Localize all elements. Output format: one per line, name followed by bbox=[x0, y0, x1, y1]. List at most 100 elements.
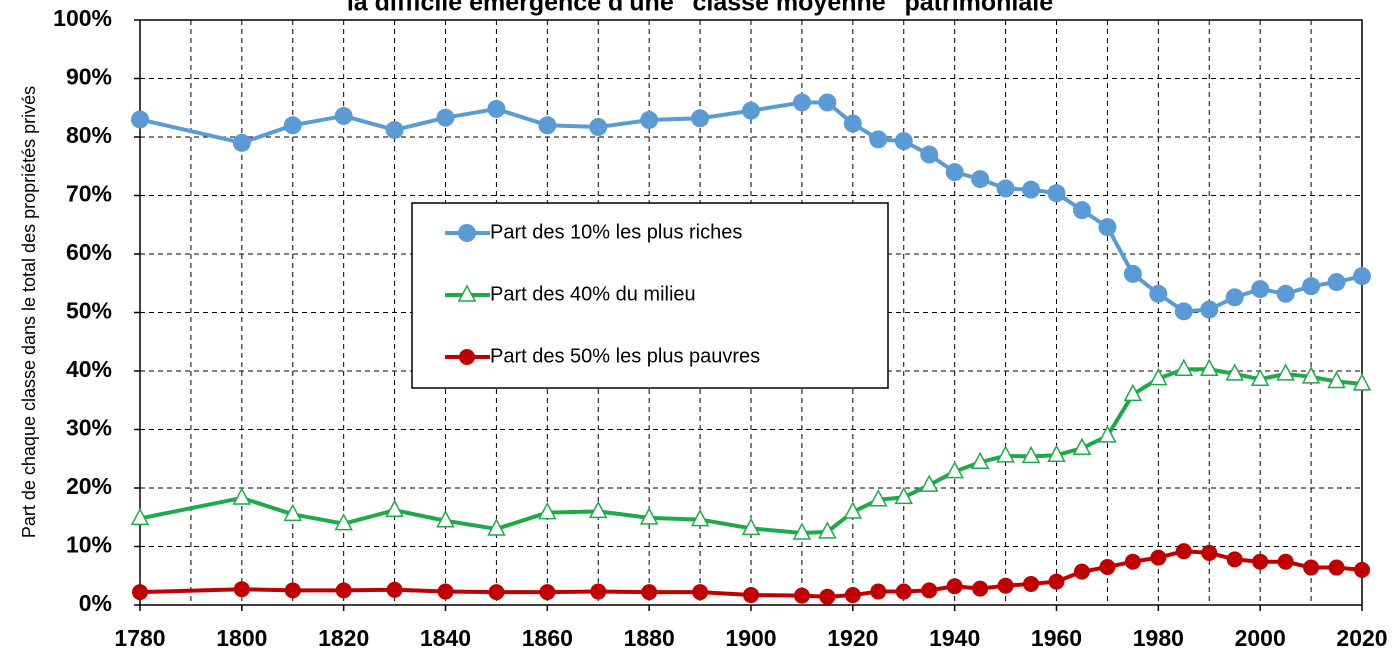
y-tick-label: 20% bbox=[66, 473, 112, 499]
marker bbox=[692, 584, 709, 601]
marker bbox=[895, 583, 912, 600]
marker bbox=[232, 133, 251, 152]
marker bbox=[385, 120, 404, 139]
marker bbox=[1225, 363, 1244, 381]
marker bbox=[335, 582, 352, 599]
marker bbox=[130, 507, 150, 526]
marker bbox=[1277, 553, 1294, 570]
marker bbox=[919, 474, 939, 492]
marker bbox=[1354, 561, 1370, 578]
marker bbox=[436, 510, 455, 528]
marker bbox=[283, 116, 302, 135]
marker bbox=[1276, 284, 1295, 303]
marker bbox=[233, 581, 250, 598]
marker bbox=[1150, 549, 1167, 566]
marker bbox=[843, 114, 862, 133]
marker bbox=[1022, 180, 1041, 199]
marker bbox=[1149, 368, 1168, 386]
marker bbox=[1276, 363, 1295, 381]
x-tick-label: 1860 bbox=[522, 625, 573, 651]
marker bbox=[232, 487, 252, 505]
chart-title: la difficile émergence d'une "classe moy… bbox=[347, 0, 1053, 17]
marker bbox=[690, 508, 710, 527]
marker bbox=[1072, 201, 1091, 220]
x-tick-label: 1920 bbox=[827, 625, 878, 651]
legend-marker bbox=[458, 224, 476, 242]
marker bbox=[946, 578, 963, 595]
marker bbox=[819, 588, 836, 605]
marker bbox=[945, 163, 964, 182]
marker bbox=[894, 132, 913, 151]
x-tick-label: 1820 bbox=[318, 625, 369, 651]
marker bbox=[1124, 553, 1141, 570]
marker bbox=[869, 130, 888, 149]
marker bbox=[1123, 264, 1142, 283]
x-tick-label: 1960 bbox=[1031, 625, 1082, 651]
marker bbox=[1327, 273, 1346, 292]
marker bbox=[539, 584, 556, 601]
marker bbox=[1149, 284, 1168, 303]
marker bbox=[1252, 553, 1269, 570]
marker bbox=[1200, 358, 1219, 376]
marker bbox=[386, 581, 403, 598]
marker bbox=[972, 580, 989, 597]
marker bbox=[639, 507, 659, 525]
x-tick-label: 1840 bbox=[420, 625, 471, 651]
marker bbox=[844, 587, 861, 604]
plot-frame bbox=[139, 19, 1363, 606]
marker bbox=[1328, 559, 1345, 576]
y-tick-label: 40% bbox=[66, 356, 112, 382]
marker bbox=[1073, 563, 1090, 580]
y-tick-label: 70% bbox=[66, 181, 112, 207]
marker bbox=[1302, 277, 1321, 296]
y-tick-label: 80% bbox=[66, 122, 112, 148]
y-tick-label: 60% bbox=[66, 239, 112, 265]
marker bbox=[1226, 551, 1243, 568]
marker bbox=[538, 116, 557, 135]
marker bbox=[792, 522, 812, 540]
marker bbox=[818, 93, 837, 112]
marker bbox=[894, 486, 913, 505]
x-tick-label: 1800 bbox=[216, 625, 267, 651]
marker bbox=[971, 170, 990, 189]
marker bbox=[843, 501, 863, 519]
marker bbox=[487, 518, 506, 536]
marker bbox=[793, 587, 810, 604]
x-tick-label: 2020 bbox=[1336, 625, 1387, 651]
marker bbox=[1251, 280, 1270, 299]
y-tick-label: 0% bbox=[79, 590, 112, 616]
x-tick-label: 1980 bbox=[1133, 625, 1184, 651]
marker bbox=[870, 583, 887, 600]
legend-box bbox=[411, 202, 889, 389]
legend-marker bbox=[459, 349, 475, 365]
marker bbox=[1200, 300, 1219, 319]
marker bbox=[1352, 373, 1372, 391]
marker bbox=[385, 499, 404, 517]
marker bbox=[334, 513, 353, 531]
marker bbox=[1327, 370, 1346, 389]
marker bbox=[1250, 368, 1270, 386]
y-tick-label: 50% bbox=[66, 298, 112, 324]
marker bbox=[691, 109, 710, 128]
y-tick-label: 100% bbox=[53, 5, 112, 31]
marker bbox=[1353, 267, 1371, 286]
marker bbox=[1123, 383, 1143, 402]
marker bbox=[1048, 573, 1065, 590]
x-tick-label: 2000 bbox=[1235, 625, 1286, 651]
marker bbox=[487, 99, 506, 118]
marker bbox=[970, 451, 990, 470]
legend-label: Part des 10% les plus riches bbox=[490, 221, 742, 243]
marker bbox=[1174, 302, 1193, 321]
legend-label: Part des 50% les plus pauvres bbox=[490, 345, 760, 367]
x-tick-label: 1900 bbox=[725, 625, 776, 651]
marker bbox=[1023, 575, 1040, 592]
marker bbox=[589, 118, 608, 137]
marker bbox=[1301, 366, 1321, 384]
marker bbox=[488, 584, 505, 601]
marker bbox=[1099, 558, 1116, 575]
marker bbox=[818, 521, 837, 539]
marker bbox=[538, 501, 557, 520]
marker bbox=[743, 587, 759, 604]
marker bbox=[1303, 559, 1320, 576]
marker bbox=[1098, 425, 1117, 443]
